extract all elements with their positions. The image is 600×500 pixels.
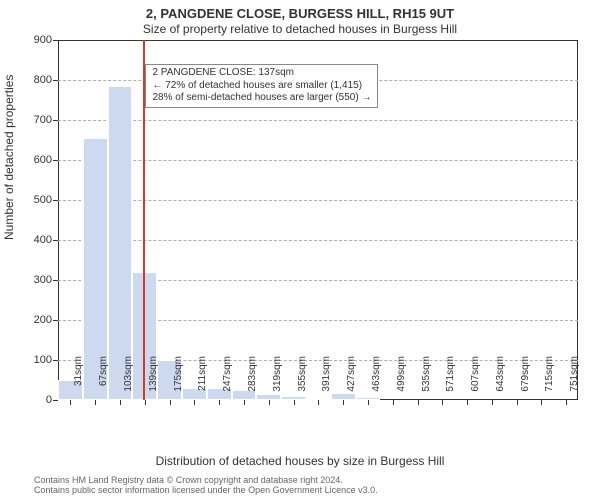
y-tick-mark (53, 240, 58, 241)
y-tick-label: 300 (12, 274, 58, 286)
annotation-box: 2 PANGDENE CLOSE: 137sqm← 72% of detache… (145, 64, 378, 108)
x-axis-label: Distribution of detached houses by size … (0, 454, 600, 468)
y-tick-mark (53, 400, 58, 401)
x-tick-label: 391sqm (321, 356, 332, 406)
x-tick-mark (343, 400, 344, 405)
x-tick-label: 499sqm (396, 356, 407, 406)
x-tick-label: 535sqm (421, 356, 432, 406)
x-tick-label: 211sqm (197, 356, 208, 406)
x-tick-label: 571sqm (445, 356, 456, 406)
y-tick-mark (53, 80, 58, 81)
y-tick-label: 100 (12, 354, 58, 366)
annotation-line: 28% of semi-detached houses are larger (… (152, 92, 371, 105)
x-tick-label: 31sqm (73, 356, 84, 406)
y-tick-mark (53, 320, 58, 321)
x-tick-mark (541, 400, 542, 405)
page-title: 2, PANGDENE CLOSE, BURGESS HILL, RH15 9U… (0, 6, 600, 21)
x-tick-label: 319sqm (272, 356, 283, 406)
gridline (58, 240, 578, 241)
x-tick-mark (244, 400, 245, 405)
x-tick-mark (318, 400, 319, 405)
x-tick-mark (492, 400, 493, 405)
page-subtitle: Size of property relative to detached ho… (0, 22, 600, 36)
x-tick-label: 715sqm (544, 356, 555, 406)
y-tick-mark (53, 40, 58, 41)
y-tick-label: 600 (12, 154, 58, 166)
x-tick-label: 103sqm (123, 356, 134, 406)
y-tick-label: 700 (12, 114, 58, 126)
y-tick-mark (53, 120, 58, 121)
x-tick-label: 139sqm (148, 356, 159, 406)
x-tick-label: 427sqm (346, 356, 357, 406)
x-tick-mark (418, 400, 419, 405)
y-tick-mark (53, 280, 58, 281)
x-tick-label: 67sqm (98, 356, 109, 406)
x-tick-label: 355sqm (297, 356, 308, 406)
x-tick-mark (145, 400, 146, 405)
y-tick-label: 500 (12, 194, 58, 206)
x-tick-mark (95, 400, 96, 405)
x-tick-mark (442, 400, 443, 405)
x-tick-label: 463sqm (371, 356, 382, 406)
x-tick-mark (194, 400, 195, 405)
y-tick-label: 200 (12, 314, 58, 326)
x-tick-label: 643sqm (495, 356, 506, 406)
x-tick-mark (467, 400, 468, 405)
x-tick-mark (393, 400, 394, 405)
x-tick-mark (517, 400, 518, 405)
x-tick-label: 751sqm (569, 356, 580, 406)
x-tick-label: 679sqm (520, 356, 531, 406)
x-tick-mark (170, 400, 171, 405)
x-tick-mark (294, 400, 295, 405)
x-tick-mark (269, 400, 270, 405)
gridline (58, 200, 578, 201)
x-tick-label: 283sqm (247, 356, 258, 406)
y-tick-label: 800 (12, 74, 58, 86)
gridline (58, 120, 578, 121)
x-tick-mark (368, 400, 369, 405)
x-tick-label: 175sqm (173, 356, 184, 406)
credit-line-2: Contains public sector information licen… (34, 486, 590, 496)
histogram-bar (108, 86, 133, 400)
y-tick-mark (53, 200, 58, 201)
y-tick-mark (53, 160, 58, 161)
y-tick-mark (53, 360, 58, 361)
x-tick-mark (70, 400, 71, 405)
y-tick-label: 900 (12, 34, 58, 46)
x-tick-mark (566, 400, 567, 405)
annotation-line: 2 PANGDENE CLOSE: 137sqm (152, 67, 371, 80)
x-tick-mark (219, 400, 220, 405)
annotation-line: ← 72% of detached houses are smaller (1,… (152, 80, 371, 93)
histogram-plot: 010020030040050060070080090031sqm67sqm10… (58, 40, 578, 400)
x-tick-label: 607sqm (470, 356, 481, 406)
x-tick-label: 247sqm (222, 356, 233, 406)
credits: Contains HM Land Registry data © Crown c… (34, 476, 590, 496)
x-tick-mark (120, 400, 121, 405)
y-tick-label: 400 (12, 234, 58, 246)
gridline (58, 160, 578, 161)
y-tick-label: 0 (12, 394, 58, 406)
